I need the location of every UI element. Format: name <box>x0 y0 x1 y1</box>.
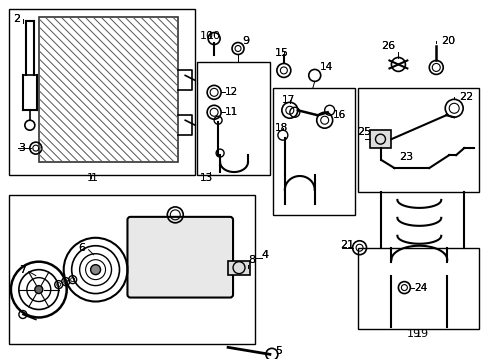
Text: 19: 19 <box>415 329 428 339</box>
Text: 8: 8 <box>248 255 255 265</box>
Text: 2: 2 <box>13 14 20 24</box>
Text: 25: 25 <box>358 127 372 137</box>
Text: 11: 11 <box>225 107 238 117</box>
Text: 24: 24 <box>415 283 428 293</box>
Bar <box>358 248 479 329</box>
Bar <box>369 130 392 148</box>
Text: 2: 2 <box>13 14 20 24</box>
Text: 6: 6 <box>78 243 86 253</box>
Bar <box>228 261 250 275</box>
Circle shape <box>35 285 43 293</box>
Bar <box>9 195 255 345</box>
Bar <box>358 88 479 192</box>
Text: 16: 16 <box>333 110 346 120</box>
Text: 17: 17 <box>282 95 295 105</box>
Text: 20: 20 <box>441 36 455 46</box>
Text: 26: 26 <box>382 41 395 50</box>
Text: 21: 21 <box>340 240 354 250</box>
FancyBboxPatch shape <box>127 217 233 298</box>
Text: 23: 23 <box>399 152 414 162</box>
Text: 4: 4 <box>262 250 269 260</box>
Text: 11: 11 <box>225 107 238 117</box>
Text: 12: 12 <box>225 87 238 97</box>
Text: 18: 18 <box>275 123 288 133</box>
Text: 17: 17 <box>282 95 295 105</box>
Text: 15: 15 <box>275 49 289 58</box>
Text: 10: 10 <box>200 31 214 41</box>
Text: 14: 14 <box>319 62 333 72</box>
Text: 25: 25 <box>358 127 372 137</box>
Text: 22: 22 <box>459 92 473 102</box>
Text: 8: 8 <box>248 255 255 265</box>
Bar <box>39 17 178 162</box>
Text: 5: 5 <box>275 346 282 356</box>
Text: 21: 21 <box>340 240 354 250</box>
Bar <box>9 9 195 175</box>
Text: 26: 26 <box>382 41 395 50</box>
Text: 7: 7 <box>19 265 26 275</box>
Bar <box>273 88 355 215</box>
Text: 20: 20 <box>441 36 455 46</box>
Text: 24: 24 <box>415 283 428 293</box>
Text: 19: 19 <box>407 329 421 339</box>
Text: 5: 5 <box>275 346 282 356</box>
Text: 1: 1 <box>91 173 98 183</box>
Bar <box>197 62 270 175</box>
Bar <box>39 17 178 162</box>
Text: 22: 22 <box>459 92 473 102</box>
Text: 7: 7 <box>19 265 26 275</box>
Text: 6: 6 <box>78 243 86 253</box>
Text: 13: 13 <box>200 173 214 183</box>
Text: 23: 23 <box>399 152 414 162</box>
Text: 18: 18 <box>275 123 288 133</box>
Circle shape <box>91 265 100 275</box>
Text: 3: 3 <box>18 143 25 153</box>
Text: 16: 16 <box>333 110 346 120</box>
Text: 1: 1 <box>87 173 94 183</box>
Text: 14: 14 <box>319 62 333 72</box>
Text: 10: 10 <box>207 31 221 41</box>
Text: 3: 3 <box>18 143 25 153</box>
Text: 13: 13 <box>200 173 214 183</box>
Text: 9: 9 <box>242 36 249 46</box>
Text: 12: 12 <box>225 87 238 97</box>
Text: 9: 9 <box>242 36 249 46</box>
Text: 4: 4 <box>262 250 269 260</box>
Text: 15: 15 <box>275 49 289 58</box>
